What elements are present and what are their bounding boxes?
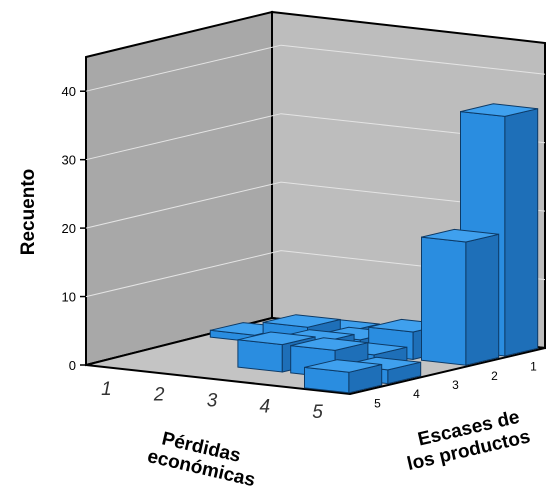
- z-tick-label: 4: [413, 387, 420, 401]
- z-tick-label: 2: [491, 369, 498, 383]
- y-tick-label: 20: [62, 221, 76, 236]
- bar-face-side: [504, 108, 539, 357]
- z-tick-label: 5: [374, 396, 381, 410]
- y-tick-label: 10: [62, 290, 76, 305]
- x-tick-label: 2: [153, 385, 165, 406]
- bar-face-front: [421, 236, 467, 366]
- z-axis-ticks: 5 4 3 2 1: [374, 360, 537, 411]
- bar-face-top: [421, 228, 499, 243]
- bar-face-top: [237, 331, 316, 346]
- bar-face-top: [304, 359, 382, 373]
- y-axis-title: Recuento: [18, 169, 39, 256]
- gridline: [85, 44, 546, 92]
- left-wall: [85, 10, 273, 367]
- y-axis-ticks: 0 10 20 30 40: [62, 84, 86, 373]
- bar-x5-z2: [421, 228, 500, 366]
- bar-face-top: [290, 337, 369, 351]
- x-tick-label: 1: [101, 379, 112, 400]
- x-tick-label: 5: [312, 402, 323, 423]
- z-tick-label: 3: [452, 378, 459, 392]
- bar-face-side: [465, 233, 500, 366]
- bar-face-front: [237, 339, 283, 373]
- x-tick-label: 3: [207, 391, 218, 412]
- bar-x5-z5: [304, 359, 383, 394]
- x-axis-ticks: 1 2 3 4 5: [101, 379, 323, 423]
- bar-face-top: [262, 314, 341, 328]
- bars: [209, 103, 539, 394]
- y-tick-label: 0: [69, 358, 76, 373]
- bar-face-top: [460, 103, 538, 117]
- y-tick-label: 40: [62, 84, 76, 99]
- z-tick-label: 1: [530, 360, 537, 374]
- y-tick-label: 30: [62, 153, 76, 168]
- gridline: [85, 113, 546, 161]
- x-tick-label: 4: [260, 396, 271, 417]
- gridline: [85, 181, 546, 229]
